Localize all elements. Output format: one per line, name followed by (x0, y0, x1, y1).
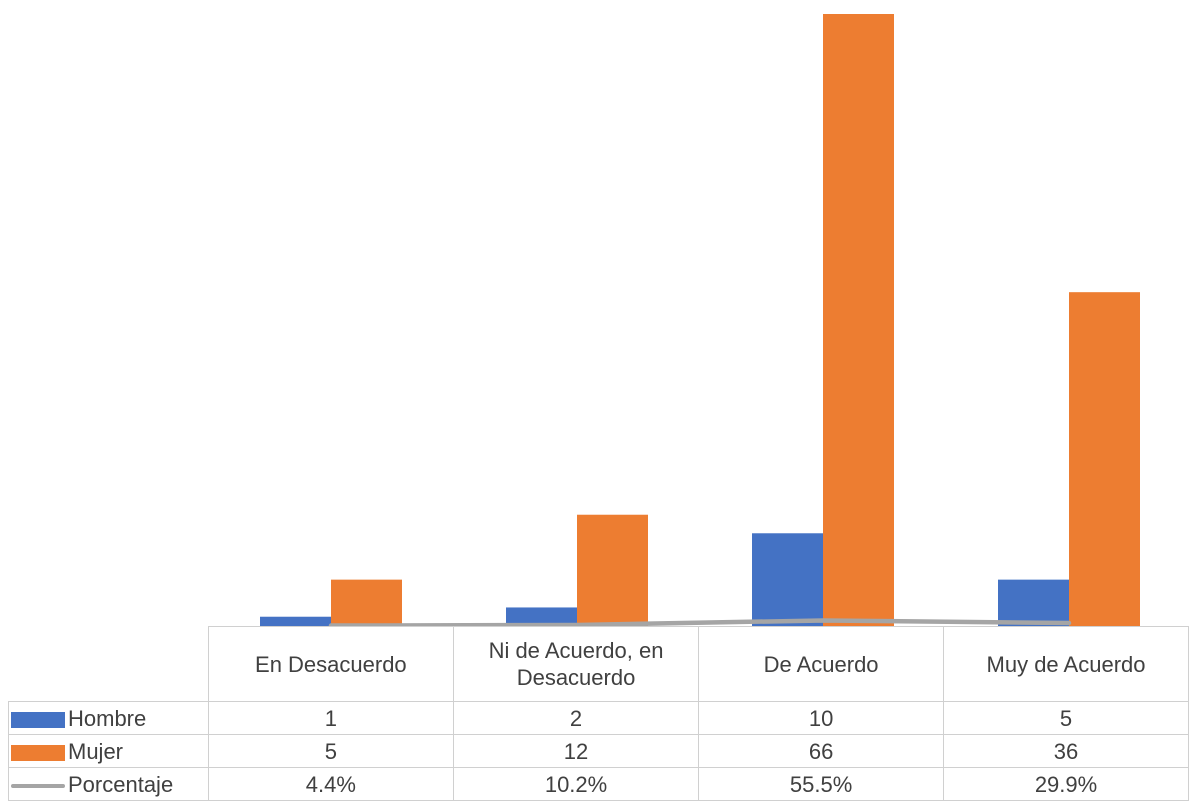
bar-hombre-4 (998, 579, 1069, 626)
table-header-row: En Desacuerdo Ni de Acuerdo, en Desacuer… (8, 626, 1189, 702)
table-cell: 1 (207, 701, 454, 735)
legend-key-hombre (11, 711, 65, 728)
table-row-porcentaje: Porcentaje 4.4% 10.2% 55.5% 29.9% (8, 767, 1189, 801)
legend-entry-hombre: Hombre (8, 701, 209, 735)
table-cell: 66 (698, 734, 945, 768)
bar-mujer-3 (823, 14, 894, 626)
table-cell: 5 (207, 734, 454, 768)
series-name: Porcentaje (68, 771, 174, 797)
table-cell: 12 (452, 734, 700, 768)
line-porcentaje (328, 618, 1072, 626)
chart-plot-area (260, 14, 1140, 626)
table-cell: 29.9% (943, 767, 1189, 801)
category-label: Muy de Acuerdo (943, 626, 1189, 702)
table-row-mujer: Mujer 5 12 66 36 (8, 734, 1189, 768)
bar-mujer-2 (577, 514, 648, 626)
bar-hombre-1 (260, 616, 331, 626)
table-cell: 4.4% (207, 767, 454, 801)
legend-entry-porcentaje: Porcentaje (8, 767, 209, 801)
category-label: En Desacuerdo (207, 626, 454, 702)
legend-entry-mujer: Mujer (8, 734, 209, 768)
chart-data-table: En Desacuerdo Ni de Acuerdo, en Desacuer… (8, 626, 1189, 801)
series-name: Mujer (68, 738, 124, 764)
table-cell: 36 (943, 734, 1189, 768)
table-cell: 10 (698, 701, 945, 735)
table-cell: 2 (452, 701, 700, 735)
legend-key-porcentaje (11, 783, 65, 788)
bar-hombre-3 (752, 533, 823, 626)
table-row-hombre: Hombre 1 2 10 5 (8, 701, 1189, 735)
category-label: Ni de Acuerdo, en Desacuerdo (452, 626, 700, 702)
bar-mujer-4 (1069, 292, 1140, 626)
table-corner-cell (8, 626, 209, 702)
bar-mujer-1 (331, 579, 402, 626)
series-name: Hombre (68, 705, 147, 731)
bar-hombre-2 (506, 607, 577, 626)
table-cell: 5 (943, 701, 1189, 735)
legend-key-mujer (11, 744, 65, 761)
table-cell: 10.2% (452, 767, 700, 801)
category-label: De Acuerdo (698, 626, 945, 702)
table-cell: 55.5% (698, 767, 945, 801)
